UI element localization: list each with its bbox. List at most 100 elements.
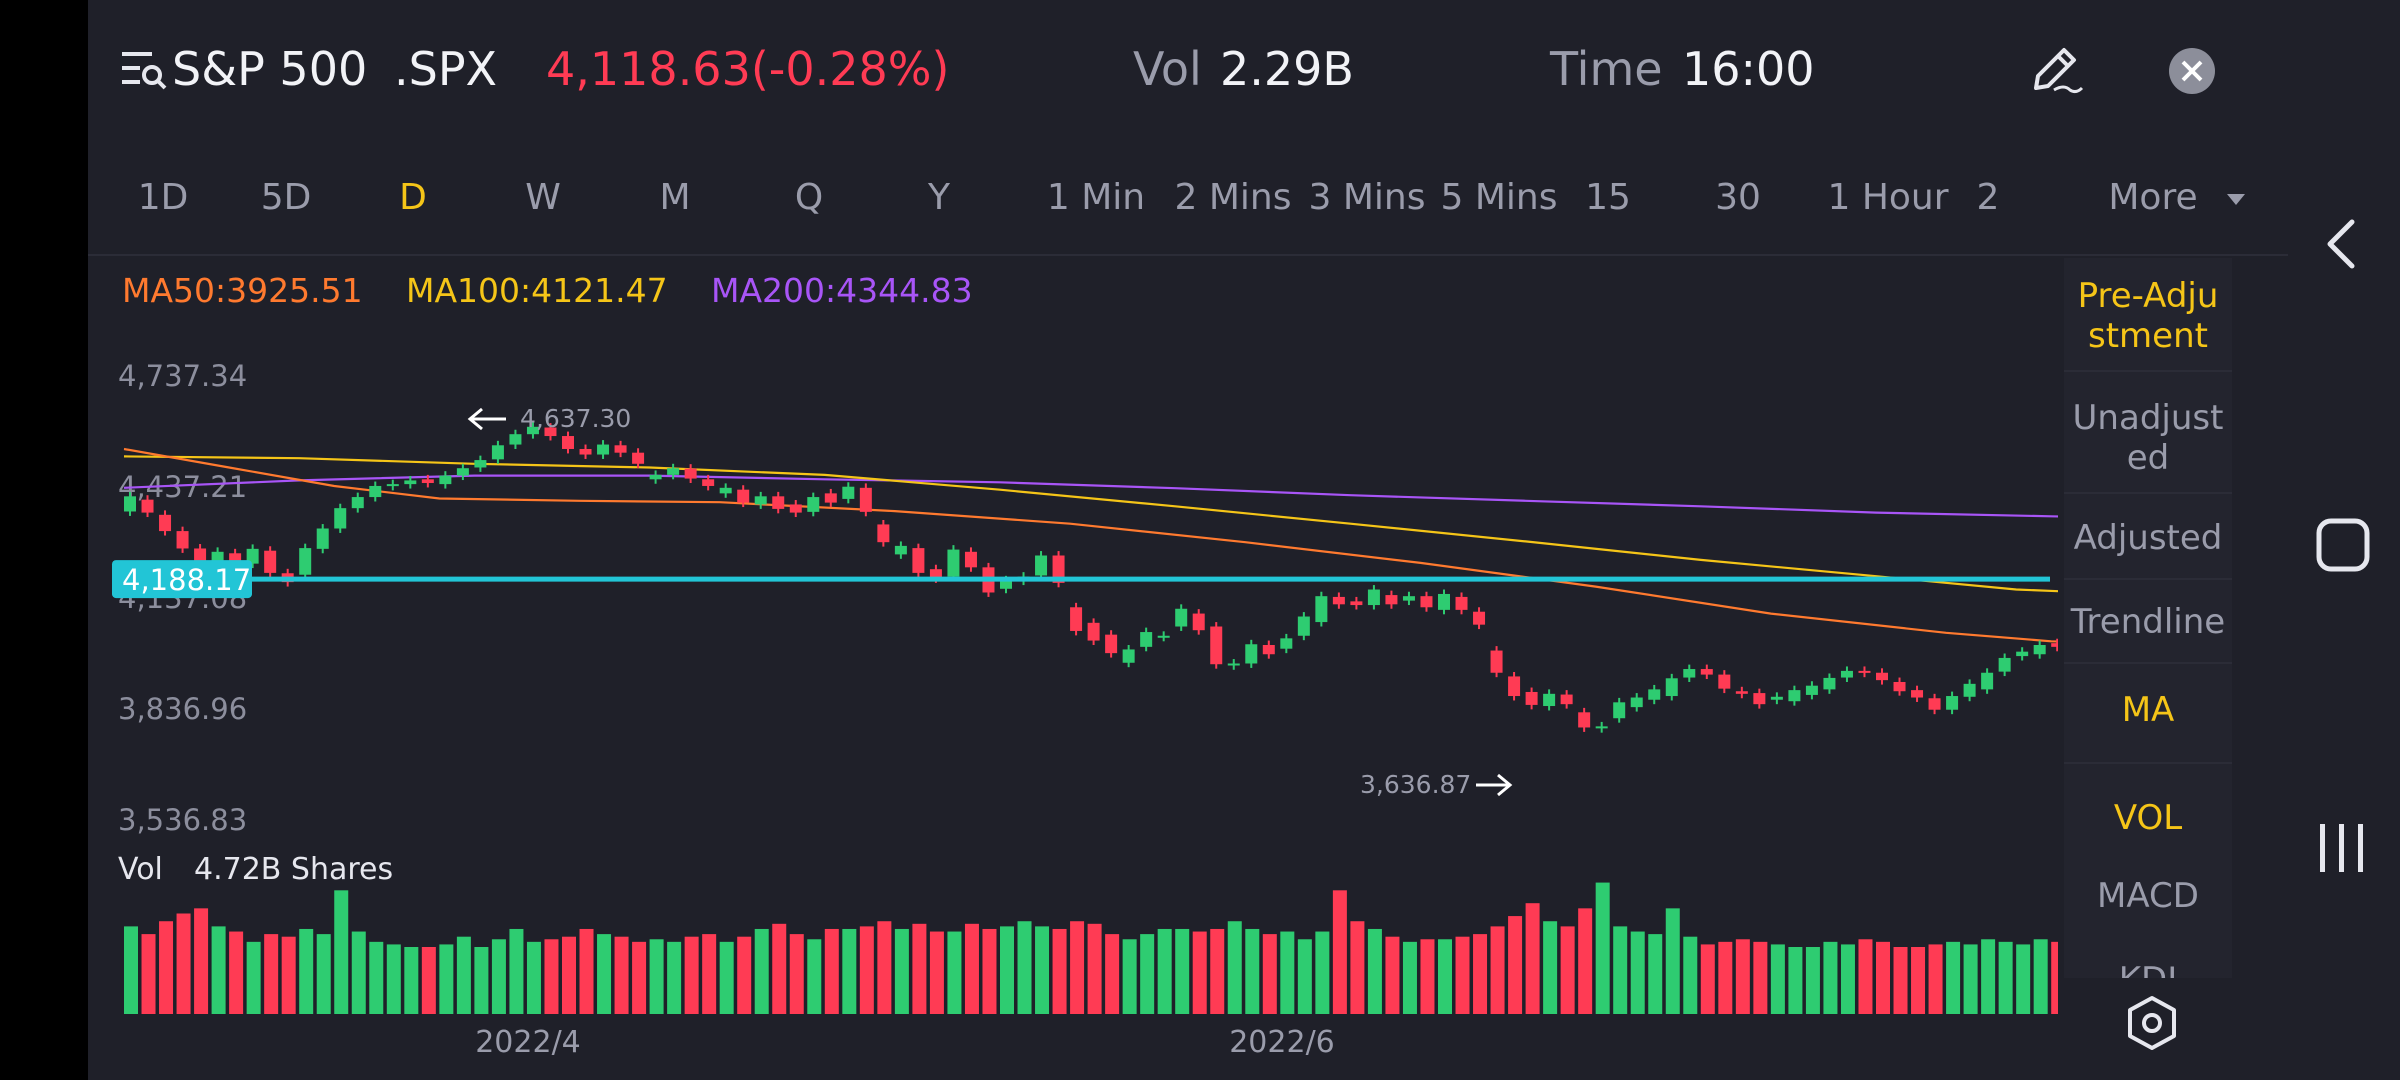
volume-bar bbox=[211, 926, 226, 1014]
tab-week[interactable]: W bbox=[525, 177, 561, 218]
candle bbox=[509, 434, 522, 445]
volume-bar bbox=[1648, 934, 1663, 1014]
volume-bar bbox=[789, 934, 804, 1014]
candle bbox=[1893, 681, 1906, 692]
volume-bar bbox=[912, 923, 927, 1014]
x-axis-label: 2022/4 bbox=[475, 1025, 581, 1060]
tab-2[interactable]: 2 bbox=[1976, 177, 2000, 218]
ma200-line bbox=[123, 474, 2058, 518]
volume-bar bbox=[1122, 939, 1137, 1014]
candle bbox=[562, 436, 574, 449]
volume-bar bbox=[1578, 908, 1593, 1014]
tab-quarter[interactable]: Q bbox=[794, 177, 824, 218]
candle bbox=[124, 496, 136, 512]
volume-bar bbox=[1070, 921, 1085, 1014]
candle bbox=[719, 487, 732, 494]
search-menu-icon[interactable] bbox=[120, 48, 168, 92]
kdj-option[interactable]: KDJ bbox=[2064, 960, 2232, 978]
candle bbox=[491, 445, 504, 460]
price-line-badge[interactable] bbox=[112, 560, 252, 599]
tab-1-min[interactable]: 1 Min bbox=[1046, 177, 1146, 218]
close-icon[interactable] bbox=[2168, 47, 2216, 95]
volume-bar bbox=[229, 931, 244, 1014]
draw-pencil-icon[interactable] bbox=[2028, 44, 2084, 96]
volume-bar bbox=[1981, 939, 1996, 1014]
volume-bar bbox=[1385, 936, 1400, 1014]
volume-bar bbox=[1087, 923, 1102, 1014]
more-dropdown[interactable]: More bbox=[2108, 177, 2198, 218]
vol-value: 2.29B bbox=[1220, 42, 1354, 96]
tab-year[interactable]: Y bbox=[928, 177, 950, 218]
candle bbox=[1070, 607, 1083, 631]
volume-bar bbox=[719, 941, 734, 1014]
candle bbox=[1858, 670, 1871, 673]
tab-30[interactable]: 30 bbox=[1715, 177, 1761, 218]
candle bbox=[772, 496, 785, 509]
candle bbox=[1105, 634, 1118, 654]
chevron-down-icon[interactable] bbox=[2226, 193, 2246, 207]
symbol-name[interactable]: S&P 500 bbox=[172, 42, 368, 96]
tab-5d[interactable]: 5D bbox=[260, 177, 312, 218]
volume-bar bbox=[474, 947, 489, 1014]
volume-bar bbox=[526, 941, 541, 1014]
candle bbox=[1665, 678, 1678, 697]
tab-1-hour[interactable]: 1 Hour bbox=[1827, 177, 1949, 218]
candle bbox=[351, 497, 364, 509]
volume-bar bbox=[1700, 944, 1715, 1014]
volume-bar bbox=[544, 939, 559, 1014]
candle bbox=[1876, 672, 1888, 681]
volume-bar bbox=[1683, 936, 1698, 1014]
volume-bar bbox=[1035, 926, 1050, 1014]
candle bbox=[1000, 580, 1012, 589]
arrow-right-icon bbox=[1476, 773, 1513, 797]
divider bbox=[88, 254, 2288, 256]
candle bbox=[1035, 555, 1048, 576]
volume-bar bbox=[1420, 939, 1435, 1014]
home-icon[interactable] bbox=[2314, 516, 2374, 576]
volume-bar bbox=[1613, 926, 1628, 1014]
volume-bar bbox=[1840, 944, 1855, 1014]
candle bbox=[929, 569, 942, 579]
pre-adjustment-option[interactable]: Pre-Adju stment bbox=[2077, 276, 2219, 356]
candle bbox=[1963, 683, 1976, 697]
candle bbox=[667, 468, 680, 475]
candle bbox=[141, 499, 154, 513]
volume-bar bbox=[859, 926, 874, 1014]
tab-3-mins[interactable]: 3 Mins bbox=[1308, 177, 1426, 218]
volume-bar bbox=[1297, 939, 1312, 1014]
ma-option[interactable]: MA bbox=[2121, 690, 2175, 730]
volume-bar bbox=[159, 921, 174, 1014]
macd-option[interactable]: MACD bbox=[2097, 876, 2199, 916]
tab-15[interactable]: 15 bbox=[1585, 177, 1631, 218]
candle bbox=[684, 468, 697, 479]
tab-5-mins[interactable]: 5 Mins bbox=[1440, 177, 1558, 218]
candle bbox=[421, 479, 434, 484]
tab-1d[interactable]: 1D bbox=[137, 177, 189, 218]
volume-bar bbox=[737, 936, 752, 1014]
settings-hexagon-icon[interactable] bbox=[2124, 994, 2180, 1054]
adjusted-option[interactable]: Adjusted bbox=[2073, 518, 2223, 558]
price-chart[interactable]: 4,737.344,437.214,137.083,836.963,536.83… bbox=[88, 0, 2058, 1080]
tab-2-mins[interactable]: 2 Mins bbox=[1174, 177, 1292, 218]
unadjusted-option[interactable]: Unadjust ed bbox=[2072, 398, 2224, 478]
y-axis-label: 3,536.83 bbox=[118, 803, 247, 837]
volume-bar bbox=[1946, 941, 1961, 1014]
candle bbox=[1402, 596, 1415, 601]
back-icon[interactable] bbox=[2312, 214, 2372, 274]
recent-apps-icon[interactable] bbox=[2316, 818, 2372, 878]
trendline-option[interactable]: Trendline bbox=[2070, 602, 2226, 642]
candle bbox=[1525, 691, 1538, 705]
tab-month[interactable]: M bbox=[659, 177, 691, 218]
volume-bar bbox=[369, 941, 384, 1014]
volume-bar bbox=[1805, 947, 1820, 1014]
volume-bar bbox=[1473, 934, 1488, 1014]
volume-bar bbox=[1227, 921, 1242, 1014]
ticker[interactable]: .SPX bbox=[394, 42, 498, 96]
candle bbox=[1805, 685, 1818, 695]
volume-bar bbox=[2016, 944, 2031, 1014]
volume-bar bbox=[299, 928, 314, 1014]
vol-option[interactable]: VOL bbox=[2113, 798, 2183, 838]
candle bbox=[1823, 677, 1836, 690]
tab-day[interactable]: D bbox=[399, 177, 427, 218]
volume-bar bbox=[964, 923, 979, 1014]
